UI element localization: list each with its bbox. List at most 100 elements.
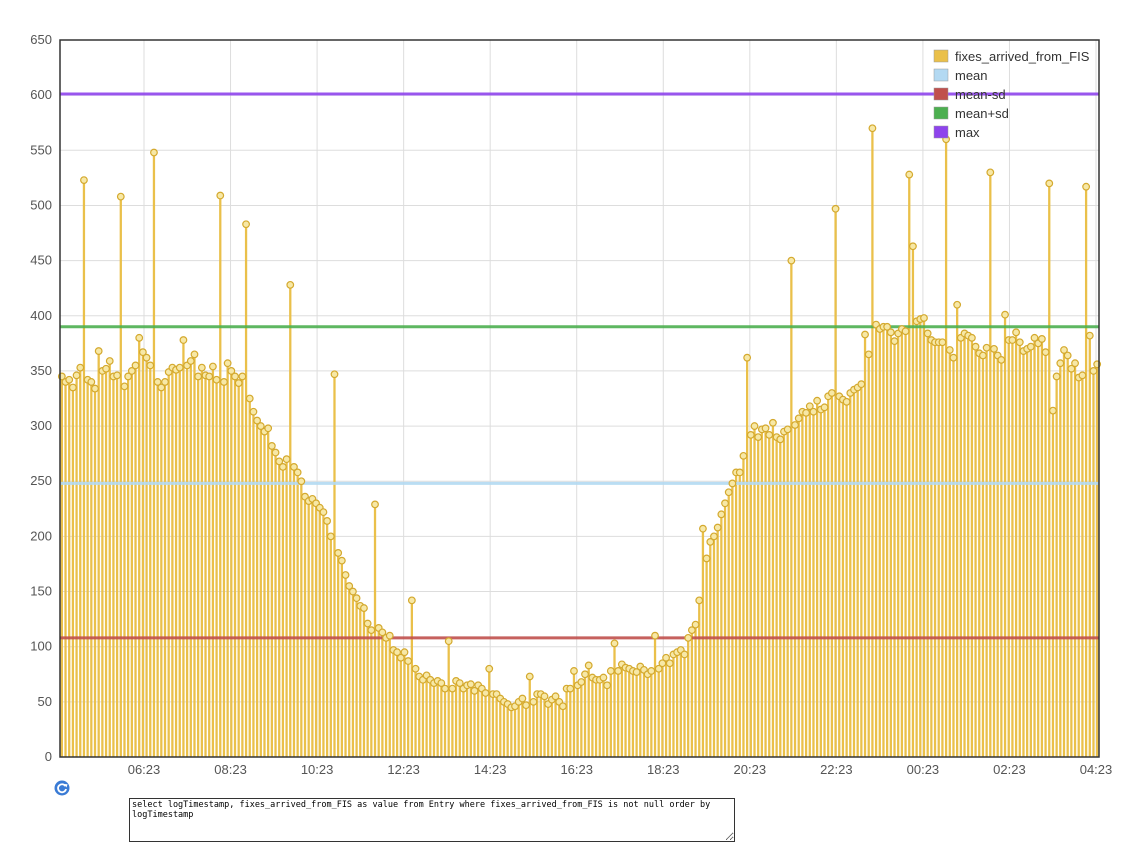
data-point[interactable]: [1030, 333, 1039, 342]
data-point[interactable]: [861, 330, 869, 339]
data-point[interactable]: [264, 424, 273, 433]
data-point[interactable]: [245, 394, 254, 403]
data-point[interactable]: [76, 363, 85, 372]
legend-label[interactable]: mean+sd: [955, 106, 1009, 121]
data-point[interactable]: [982, 343, 991, 352]
data-point[interactable]: [371, 500, 379, 509]
data-point[interactable]: [256, 422, 265, 430]
data-point[interactable]: [518, 694, 527, 703]
data-point[interactable]: [212, 375, 221, 384]
data-point[interactable]: [699, 524, 707, 533]
data-point[interactable]: [791, 421, 799, 429]
data-point[interactable]: [396, 653, 405, 662]
data-point[interactable]: [1045, 179, 1054, 188]
data-point[interactable]: [920, 314, 928, 322]
data-point[interactable]: [890, 337, 899, 346]
data-point[interactable]: [411, 664, 420, 673]
data-point[interactable]: [1063, 351, 1072, 360]
data-point[interactable]: [691, 620, 700, 629]
data-point[interactable]: [979, 351, 987, 360]
data-point[interactable]: [466, 680, 475, 689]
legend-label[interactable]: mean: [955, 68, 988, 83]
data-point[interactable]: [1015, 338, 1024, 347]
data-point[interactable]: [102, 364, 110, 373]
data-point[interactable]: [455, 679, 464, 687]
data-point[interactable]: [525, 672, 534, 681]
data-point[interactable]: [91, 384, 99, 393]
data-point[interactable]: [1037, 335, 1046, 343]
data-point[interactable]: [179, 336, 188, 344]
data-point[interactable]: [345, 582, 354, 590]
data-point[interactable]: [378, 628, 387, 637]
data-point[interactable]: [227, 367, 236, 375]
data-point[interactable]: [658, 659, 667, 668]
data-point[interactable]: [1071, 359, 1079, 368]
data-point[interactable]: [1041, 348, 1050, 357]
data-point[interactable]: [632, 668, 641, 676]
data-point[interactable]: [857, 380, 866, 389]
data-point[interactable]: [945, 346, 954, 354]
data-point[interactable]: [990, 344, 998, 353]
data-point[interactable]: [341, 571, 350, 579]
data-point[interactable]: [606, 667, 615, 675]
data-point[interactable]: [724, 488, 733, 497]
data-point[interactable]: [905, 170, 914, 179]
data-point[interactable]: [614, 667, 623, 675]
data-point[interactable]: [271, 448, 280, 457]
data-point[interactable]: [127, 367, 136, 375]
data-point[interactable]: [743, 353, 752, 362]
data-point[interactable]: [1052, 372, 1061, 381]
data-point[interactable]: [1001, 310, 1009, 319]
data-point[interactable]: [746, 431, 755, 439]
data-point[interactable]: [559, 702, 567, 711]
data-point[interactable]: [470, 686, 479, 695]
data-point[interactable]: [529, 697, 538, 706]
data-point[interactable]: [750, 422, 759, 430]
data-point[interactable]: [197, 363, 206, 372]
data-point[interactable]: [352, 594, 361, 603]
data-point[interactable]: [967, 333, 976, 342]
data-point[interactable]: [238, 372, 247, 381]
data-point[interactable]: [68, 383, 77, 392]
data-point[interactable]: [886, 328, 895, 337]
data-point[interactable]: [135, 333, 144, 342]
data-point[interactable]: [949, 353, 958, 362]
data-point[interactable]: [1067, 364, 1076, 373]
data-point[interactable]: [393, 648, 402, 657]
data-point[interactable]: [577, 678, 586, 686]
data-point[interactable]: [242, 220, 250, 229]
data-point[interactable]: [776, 435, 785, 444]
data-point[interactable]: [1012, 328, 1021, 337]
legend-label[interactable]: max: [955, 125, 980, 140]
data-point[interactable]: [662, 653, 670, 662]
data-point[interactable]: [120, 382, 129, 391]
data-point[interactable]: [323, 517, 332, 525]
data-point[interactable]: [293, 468, 302, 477]
data-point[interactable]: [367, 626, 376, 635]
data-point[interactable]: [220, 378, 228, 386]
data-point[interactable]: [485, 664, 494, 673]
data-point[interactable]: [72, 371, 81, 380]
data-point[interactable]: [986, 168, 995, 177]
data-point[interactable]: [1008, 336, 1017, 344]
data-point[interactable]: [901, 327, 910, 336]
data-point[interactable]: [334, 549, 343, 557]
data-point[interactable]: [249, 407, 258, 416]
data-point[interactable]: [186, 357, 195, 365]
data-point[interactable]: [175, 363, 184, 372]
data-point[interactable]: [360, 604, 368, 612]
data-point[interactable]: [953, 300, 962, 309]
data-point[interactable]: [570, 667, 578, 675]
data-point[interactable]: [787, 256, 796, 265]
data-point[interactable]: [735, 468, 744, 477]
data-point[interactable]: [113, 371, 122, 380]
data-point[interactable]: [363, 619, 372, 628]
data-point[interactable]: [769, 418, 777, 427]
query-input[interactable]: select logTimestamp, fixes_arrived_from_…: [129, 798, 735, 842]
data-point[interactable]: [702, 554, 711, 563]
data-point[interactable]: [216, 191, 225, 200]
data-point[interactable]: [827, 389, 836, 397]
data-point[interactable]: [820, 403, 829, 412]
data-point[interactable]: [794, 414, 803, 423]
data-point[interactable]: [599, 673, 608, 682]
